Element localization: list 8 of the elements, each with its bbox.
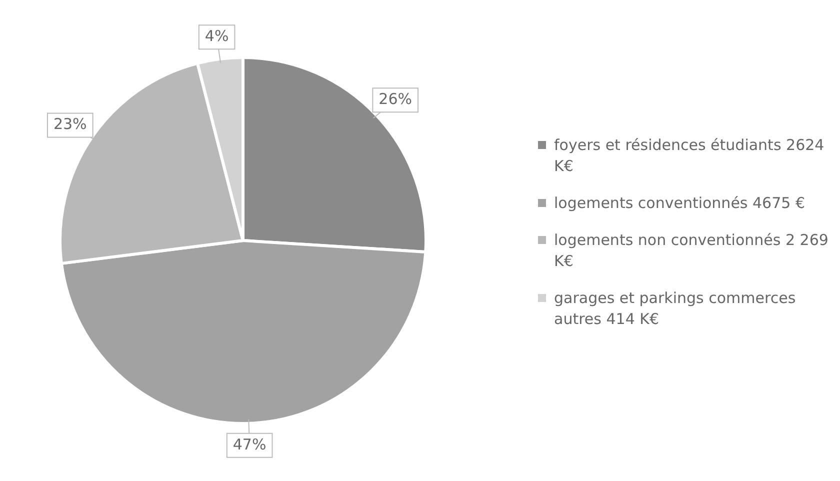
legend-label: logements non conventionnés 2 269 K€ xyxy=(554,230,830,272)
data-label: 23% xyxy=(53,115,87,134)
data-label: 4% xyxy=(204,27,229,46)
legend-label: foyers et résidences étudiants 2624 K€ xyxy=(554,135,826,177)
legend-label: logements conventionnés 4675 € xyxy=(554,193,805,214)
data-label: 47% xyxy=(232,435,266,454)
data-label: 26% xyxy=(378,90,412,108)
legend-label: garages et parkings commerces autres 414 K€ xyxy=(554,288,797,330)
